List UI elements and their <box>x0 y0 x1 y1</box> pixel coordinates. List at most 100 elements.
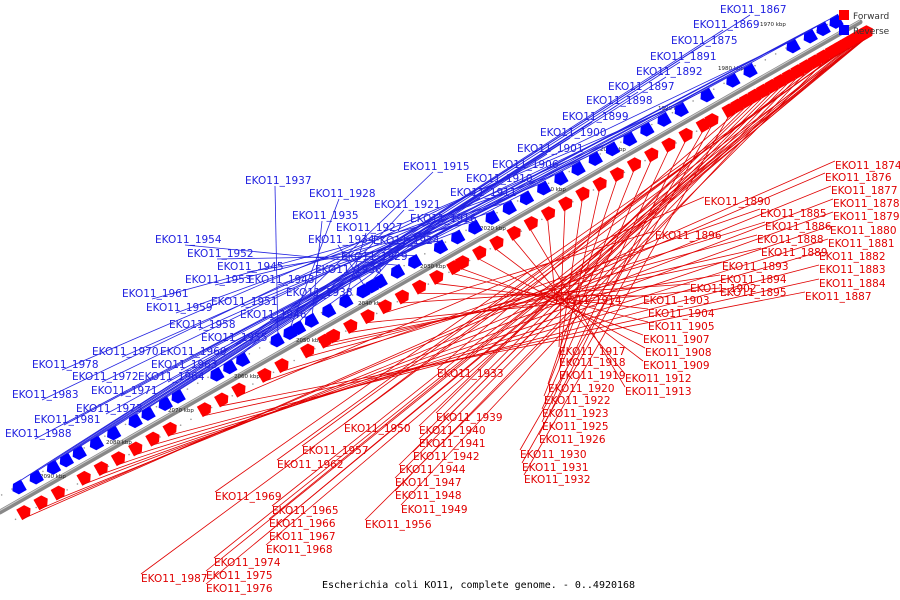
reverse-leader <box>61 103 683 371</box>
forward-gene-label: EKO11_1902 <box>690 283 757 295</box>
reverse-gene <box>12 479 27 495</box>
reverse-leader <box>54 45 702 462</box>
forward-leader <box>57 185 832 500</box>
forward-gene-label: EKO11_1948 <box>395 490 462 502</box>
guide-dot <box>320 311 323 314</box>
guide-dot <box>644 159 646 162</box>
reverse-gene-label: EKO11_1875 <box>671 35 738 47</box>
forward-leader <box>140 38 866 575</box>
guide-dot <box>196 382 199 385</box>
forward-gene-label: EKO11_1974 <box>214 557 281 569</box>
forward-gene <box>50 485 65 501</box>
reverse-gene-label: EKO11_1951 <box>211 296 278 308</box>
guide-dot <box>671 111 674 114</box>
reverse-gene <box>89 435 105 451</box>
reverse-gene-label: EKO11_1938 <box>286 287 353 299</box>
reverse-gene-label: EKO11_1915 <box>403 161 470 173</box>
forward-gene-label: EKO11_1887 <box>805 291 872 303</box>
reverse-leader <box>311 220 323 315</box>
guide-dot <box>599 153 602 155</box>
forward-leader <box>306 234 758 358</box>
reverse-gene <box>141 405 156 421</box>
guide-dot <box>210 406 213 409</box>
forward-gene <box>816 49 831 65</box>
forward-gene <box>764 78 779 94</box>
forward-gene-label: EKO11_1896 <box>655 230 722 242</box>
forward-gene-label: EKO11_1965 <box>272 505 339 517</box>
reverse-gene <box>451 229 466 245</box>
forward-gene <box>360 309 375 325</box>
reverse-leader <box>63 22 825 426</box>
forward-leader <box>332 261 723 343</box>
forward-gene <box>609 167 624 182</box>
reverse-gene <box>485 209 500 225</box>
forward-leader <box>521 126 712 464</box>
guide-dot <box>774 53 777 55</box>
forward-gene-label: EKO11_1883 <box>819 264 886 276</box>
scale-tick-label: 2040 kbp <box>358 301 384 307</box>
forward-leader <box>343 67 815 425</box>
reverse-gene-label: EKO11_1869 <box>693 19 760 31</box>
forward-leader <box>83 198 834 485</box>
reverse-gene <box>59 452 75 468</box>
forward-gene-label: EKO11_1877 <box>831 185 898 197</box>
reverse-gene-label: EKO11_1970 <box>92 346 159 358</box>
reverse-gene-label: EKO11_1959 <box>146 302 213 314</box>
guide-dot <box>190 418 192 421</box>
forward-gene-label: EKO11_1920 <box>548 383 615 395</box>
reverse-gene <box>786 38 801 54</box>
forward-leader <box>268 47 849 520</box>
reverse-gene-label: EKO11_1897 <box>608 81 675 93</box>
reverse-gene-label: EKO11_1978 <box>32 359 99 371</box>
forward-gene <box>454 255 470 271</box>
guide-dot <box>42 470 44 473</box>
guide-dot <box>465 229 467 232</box>
forward-gene <box>644 147 659 163</box>
reverse-gene <box>588 151 603 167</box>
reverse-gene <box>291 320 307 336</box>
guide-dot <box>444 241 447 243</box>
reverse-leader <box>66 61 681 455</box>
guide-dot <box>692 100 694 102</box>
forward-leader <box>495 248 644 362</box>
guide-dot <box>186 388 189 390</box>
forward-leader <box>547 219 556 297</box>
legend: Forward Reverse <box>839 10 890 37</box>
guide-dot <box>155 405 158 408</box>
forward-leader <box>394 77 798 492</box>
guide-dot <box>344 330 347 332</box>
guide-dot <box>258 347 261 349</box>
forward-gene <box>678 127 693 143</box>
reverse-gene <box>803 28 818 44</box>
scale-tick-label: 2070 kbp <box>168 408 194 414</box>
forward-gene <box>558 196 573 212</box>
forward-gene-label: EKO11_1941 <box>419 438 486 450</box>
guide-dot <box>179 424 182 426</box>
forward-gene <box>755 83 771 99</box>
forward-leader <box>398 87 781 466</box>
forward-gene <box>257 367 272 383</box>
guide-dot <box>66 489 68 491</box>
forward-gene-label: EKO11_1917 <box>559 346 626 358</box>
guide-dot <box>695 130 698 132</box>
forward-gene-label: EKO11_1969 <box>215 491 282 503</box>
reverse-gene-label: EKO11_1911 <box>450 187 517 199</box>
reverse-gene <box>46 459 62 475</box>
forward-leader <box>281 221 766 373</box>
reverse-gene-label: EKO11_1973 <box>76 403 143 415</box>
guide-dot <box>723 82 725 85</box>
reverse-gene-label: EKO11_1935 <box>292 210 359 222</box>
forward-gene <box>798 59 814 75</box>
reverse-gene-label: EKO11_1971 <box>91 385 158 397</box>
guide-dot <box>620 141 622 143</box>
forward-leader <box>214 52 841 493</box>
forward-gene <box>575 186 590 202</box>
forward-gene-label: EKO11_1966 <box>269 518 336 530</box>
guide-dot <box>314 347 316 350</box>
forward-leader <box>394 82 789 479</box>
forward-gene-label: EKO11_1923 <box>542 408 609 420</box>
forward-gene <box>196 402 212 418</box>
guide-dot <box>272 371 275 374</box>
reverse-gene-label: EKO11_1921 <box>374 199 441 211</box>
